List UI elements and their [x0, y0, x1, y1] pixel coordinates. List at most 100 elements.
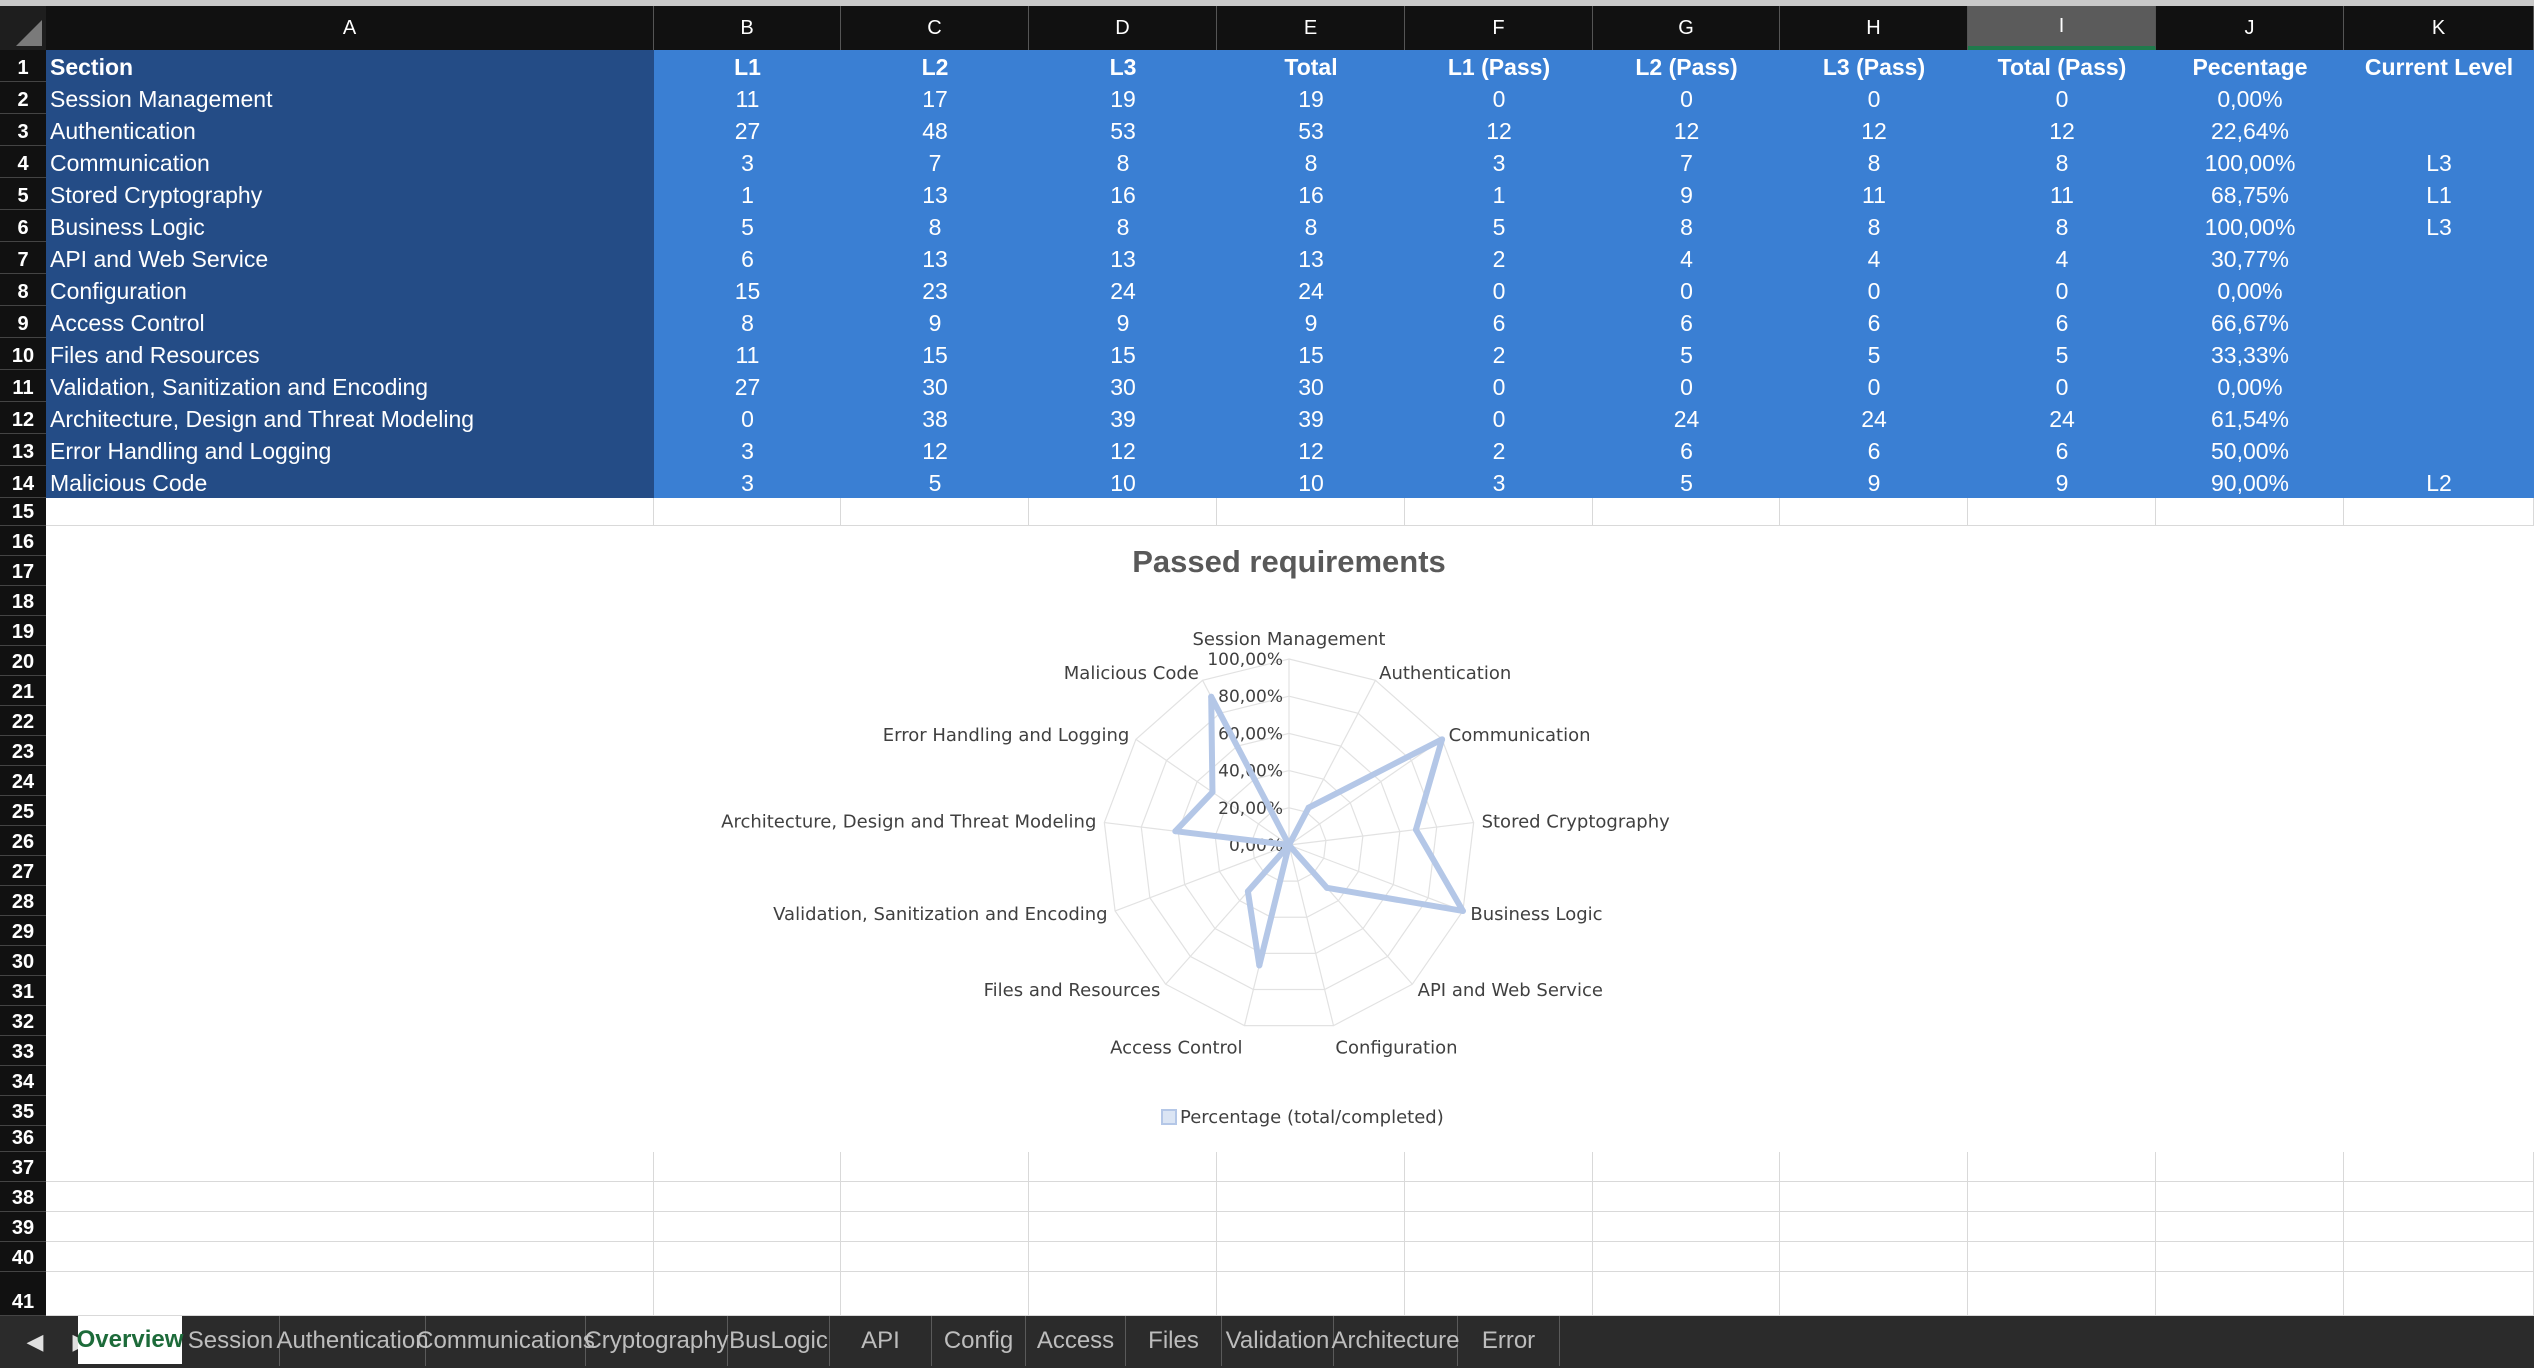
cell-e12[interactable]: 39: [1217, 402, 1405, 434]
tab-authentication[interactable]: Authentication: [276, 1316, 429, 1366]
cell-g3[interactable]: 12: [1593, 114, 1780, 146]
cell-i13[interactable]: 6: [1968, 434, 2156, 466]
cell-g10[interactable]: 5: [1593, 338, 1780, 370]
cell-d4[interactable]: 8: [1029, 146, 1217, 178]
cell-j37[interactable]: [2156, 1152, 2344, 1182]
cell-g6[interactable]: 8: [1593, 210, 1780, 242]
cell-a41[interactable]: [46, 1272, 654, 1316]
column-header-j[interactable]: J: [2156, 6, 2344, 50]
cell-i9[interactable]: 6: [1968, 306, 2156, 338]
cell-e11[interactable]: 30: [1217, 370, 1405, 402]
cell-g12[interactable]: 24: [1593, 402, 1780, 434]
row-header-35[interactable]: 35: [0, 1096, 46, 1126]
cell-f40[interactable]: [1405, 1242, 1593, 1272]
cell-e13[interactable]: 12: [1217, 434, 1405, 466]
cell-j12[interactable]: 61,54%: [2156, 402, 2344, 434]
tab-api[interactable]: API: [830, 1316, 932, 1366]
cell-g11[interactable]: 0: [1593, 370, 1780, 402]
column-header-a[interactable]: A: [46, 6, 654, 50]
row-header-33[interactable]: 33: [0, 1036, 46, 1066]
radar-point-3[interactable]: [1412, 826, 1419, 833]
cell-j4[interactable]: 100,00%: [2156, 146, 2344, 178]
tab-session[interactable]: Session: [182, 1316, 280, 1366]
row-header-1[interactable]: 1: [0, 50, 46, 82]
cell-f14[interactable]: 3: [1405, 466, 1593, 498]
cell-e38[interactable]: [1217, 1182, 1405, 1212]
row-header-6[interactable]: 6: [0, 210, 46, 242]
cell-k13[interactable]: [2344, 434, 2534, 466]
radar-point-4[interactable]: [1459, 907, 1466, 914]
cell-c9[interactable]: 9: [841, 306, 1029, 338]
cell-c39[interactable]: [841, 1212, 1029, 1242]
cell-h11[interactable]: 0: [1780, 370, 1968, 402]
cell-g37[interactable]: [1593, 1152, 1780, 1182]
cell-i4[interactable]: 8: [1968, 146, 2156, 178]
row-header-24[interactable]: 24: [0, 766, 46, 796]
column-header-k[interactable]: K: [2344, 6, 2534, 50]
cell-e37[interactable]: [1217, 1152, 1405, 1182]
row-header-36[interactable]: 36: [0, 1126, 46, 1152]
cell-k15[interactable]: [2344, 498, 2534, 526]
cell-d3[interactable]: 53: [1029, 114, 1217, 146]
select-all-corner[interactable]: [0, 6, 47, 50]
tab-overview[interactable]: Overview: [77, 1316, 183, 1364]
cell-j9[interactable]: 66,67%: [2156, 306, 2344, 338]
column-header-i[interactable]: I: [1968, 6, 2156, 50]
radar-series-line[interactable]: [1172, 693, 1466, 969]
cell-b8[interactable]: 15: [654, 274, 841, 306]
cell-e1[interactable]: Total: [1217, 50, 1405, 82]
cell-b9[interactable]: 8: [654, 306, 841, 338]
cell-j41[interactable]: [2156, 1272, 2344, 1316]
row-header-30[interactable]: 30: [0, 946, 46, 976]
row-header-41[interactable]: 41: [0, 1272, 46, 1316]
cell-d13[interactable]: 12: [1029, 434, 1217, 466]
cell-k8[interactable]: [2344, 274, 2534, 306]
cell-b5[interactable]: 1: [654, 178, 841, 210]
cell-d11[interactable]: 30: [1029, 370, 1217, 402]
cell-i37[interactable]: [1968, 1152, 2156, 1182]
cell-k5[interactable]: L1: [2344, 178, 2534, 210]
cell-h3[interactable]: 12: [1780, 114, 1968, 146]
cell-f11[interactable]: 0: [1405, 370, 1593, 402]
cell-c37[interactable]: [841, 1152, 1029, 1182]
cell-j2[interactable]: 0,00%: [2156, 82, 2344, 114]
cell-f39[interactable]: [1405, 1212, 1593, 1242]
cell-c38[interactable]: [841, 1182, 1029, 1212]
chevron-left-icon[interactable]: ◀: [26, 1329, 44, 1354]
radar-point-11[interactable]: [1209, 789, 1216, 796]
cell-i6[interactable]: 8: [1968, 210, 2156, 242]
row-header-31[interactable]: 31: [0, 976, 46, 1006]
cell-d38[interactable]: [1029, 1182, 1217, 1212]
column-header-f[interactable]: F: [1405, 6, 1593, 50]
cell-j13[interactable]: 50,00%: [2156, 434, 2344, 466]
cell-b10[interactable]: 11: [654, 338, 841, 370]
cell-i41[interactable]: [1968, 1272, 2156, 1316]
cell-f8[interactable]: 0: [1405, 274, 1593, 306]
row-header-27[interactable]: 27: [0, 856, 46, 886]
cell-e10[interactable]: 15: [1217, 338, 1405, 370]
cell-c4[interactable]: 7: [841, 146, 1029, 178]
cell-j38[interactable]: [2156, 1182, 2344, 1212]
row-header-34[interactable]: 34: [0, 1066, 46, 1096]
cell-h2[interactable]: 0: [1780, 82, 1968, 114]
cell-e8[interactable]: 24: [1217, 274, 1405, 306]
cell-a14[interactable]: Malicious Code: [46, 466, 654, 498]
cell-d14[interactable]: 10: [1029, 466, 1217, 498]
row-header-32[interactable]: 32: [0, 1006, 46, 1036]
cell-e7[interactable]: 13: [1217, 242, 1405, 274]
cell-i10[interactable]: 5: [1968, 338, 2156, 370]
cell-i38[interactable]: [1968, 1182, 2156, 1212]
cell-i11[interactable]: 0: [1968, 370, 2156, 402]
cell-g13[interactable]: 6: [1593, 434, 1780, 466]
cell-c15[interactable]: [841, 498, 1029, 526]
cell-g15[interactable]: [1593, 498, 1780, 526]
cell-d12[interactable]: 39: [1029, 402, 1217, 434]
cell-f41[interactable]: [1405, 1272, 1593, 1316]
row-header-25[interactable]: 25: [0, 796, 46, 826]
radar-chart[interactable]: Passed requirements 0,00% 20,00% 40,00% 60,…: [46, 526, 2534, 1148]
cell-c11[interactable]: 30: [841, 370, 1029, 402]
cell-e9[interactable]: 9: [1217, 306, 1405, 338]
row-header-12[interactable]: 12: [0, 402, 46, 434]
cell-c2[interactable]: 17: [841, 82, 1029, 114]
cell-d6[interactable]: 8: [1029, 210, 1217, 242]
